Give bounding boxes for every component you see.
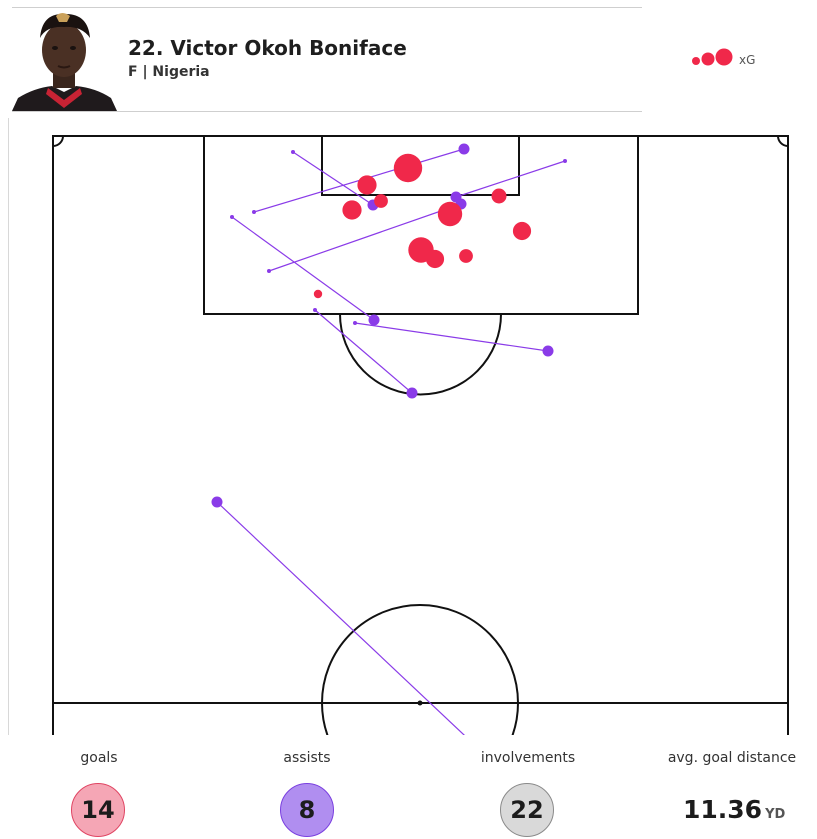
involvements-label: involvements	[480, 750, 576, 766]
avg-distance-value: 11.36 YD	[683, 795, 785, 824]
assist-origin-dot-5	[230, 215, 234, 219]
assist-origin-dot-6	[353, 321, 357, 325]
xg-legend-dot-medium	[701, 52, 715, 66]
goal-shot-dot-1	[393, 153, 423, 183]
center-spot	[417, 700, 423, 706]
involvements-stat: involvements	[448, 750, 608, 766]
assist-pass-line-3	[455, 160, 566, 198]
assist-pass-line-8	[216, 501, 465, 735]
goal-shot-dot-4	[342, 200, 362, 220]
assist-shot-dot-5	[368, 314, 380, 326]
player-position-country: F | Nigeria	[128, 64, 210, 80]
xg-size-legend	[692, 48, 733, 66]
assists-stat: assists	[227, 750, 387, 766]
avg-distance-number: 11.36	[683, 795, 763, 824]
header-top-divider	[12, 7, 642, 8]
goals-label: goals	[80, 750, 118, 766]
corner-arc-right	[777, 135, 789, 147]
goal-shot-dot-6	[491, 188, 507, 204]
avg-distance-label: avg. goal distance	[667, 750, 797, 766]
assist-pass-line-6	[354, 322, 549, 352]
pitch-outline	[52, 135, 789, 735]
header-bottom-divider	[12, 111, 642, 112]
pitch-chart	[52, 135, 789, 735]
assist-shot-dot-8	[211, 496, 223, 508]
left-frame-line	[8, 118, 9, 735]
pitch-markings	[52, 135, 789, 735]
goal-shot-dot-2	[357, 175, 377, 195]
goal-shot-dot-9	[425, 249, 445, 269]
corner-arc-left	[52, 135, 64, 147]
assist-shot-dot-6	[542, 345, 554, 357]
pitch-container	[8, 118, 817, 735]
player-photo	[12, 8, 117, 111]
six-yard-box	[321, 135, 520, 196]
assist-origin-dot-7	[313, 308, 317, 312]
center-circle	[321, 604, 519, 735]
xg-legend-label: xG	[739, 53, 756, 67]
assist-origin-dot-1	[252, 210, 256, 214]
xg-legend-dot-small	[692, 57, 700, 65]
goal-shot-dot-3	[374, 194, 388, 208]
assist-pass-line-2	[292, 151, 374, 206]
goal-shot-dot-10	[459, 249, 473, 263]
assist-shot-dot-7	[406, 387, 418, 399]
assist-pass-line-5	[231, 216, 375, 321]
penalty-arc	[339, 313, 502, 396]
assist-origin-dot-3	[563, 159, 567, 163]
goal-shot-dot-11	[313, 289, 323, 299]
goals-layer	[313, 153, 532, 299]
avg-distance-unit: YD	[765, 807, 786, 822]
assists-count-badge: 8	[280, 783, 334, 837]
goal-shot-dot-7	[512, 221, 532, 241]
assist-shot-dot-1	[458, 143, 470, 155]
involvements-count-badge: 22	[500, 783, 554, 837]
goals-count-badge: 14	[71, 783, 125, 837]
goals-stat: goals	[19, 750, 179, 766]
assist-pass-line-7	[314, 309, 413, 394]
player-name: 22. Victor Okoh Boniface	[128, 36, 407, 60]
assists-label: assists	[283, 750, 331, 766]
goal-shot-dot-5	[437, 201, 463, 227]
avg-distance-stat: avg. goal distance	[652, 750, 812, 766]
assist-origin-dot-2	[291, 150, 295, 154]
assist-origin-dot-4	[267, 269, 271, 273]
assist-pass-line-4	[268, 203, 462, 272]
xg-legend-dot-large	[715, 48, 733, 66]
player-header: 22. Victor Okoh Boniface F | Nigeria xG	[0, 0, 817, 118]
